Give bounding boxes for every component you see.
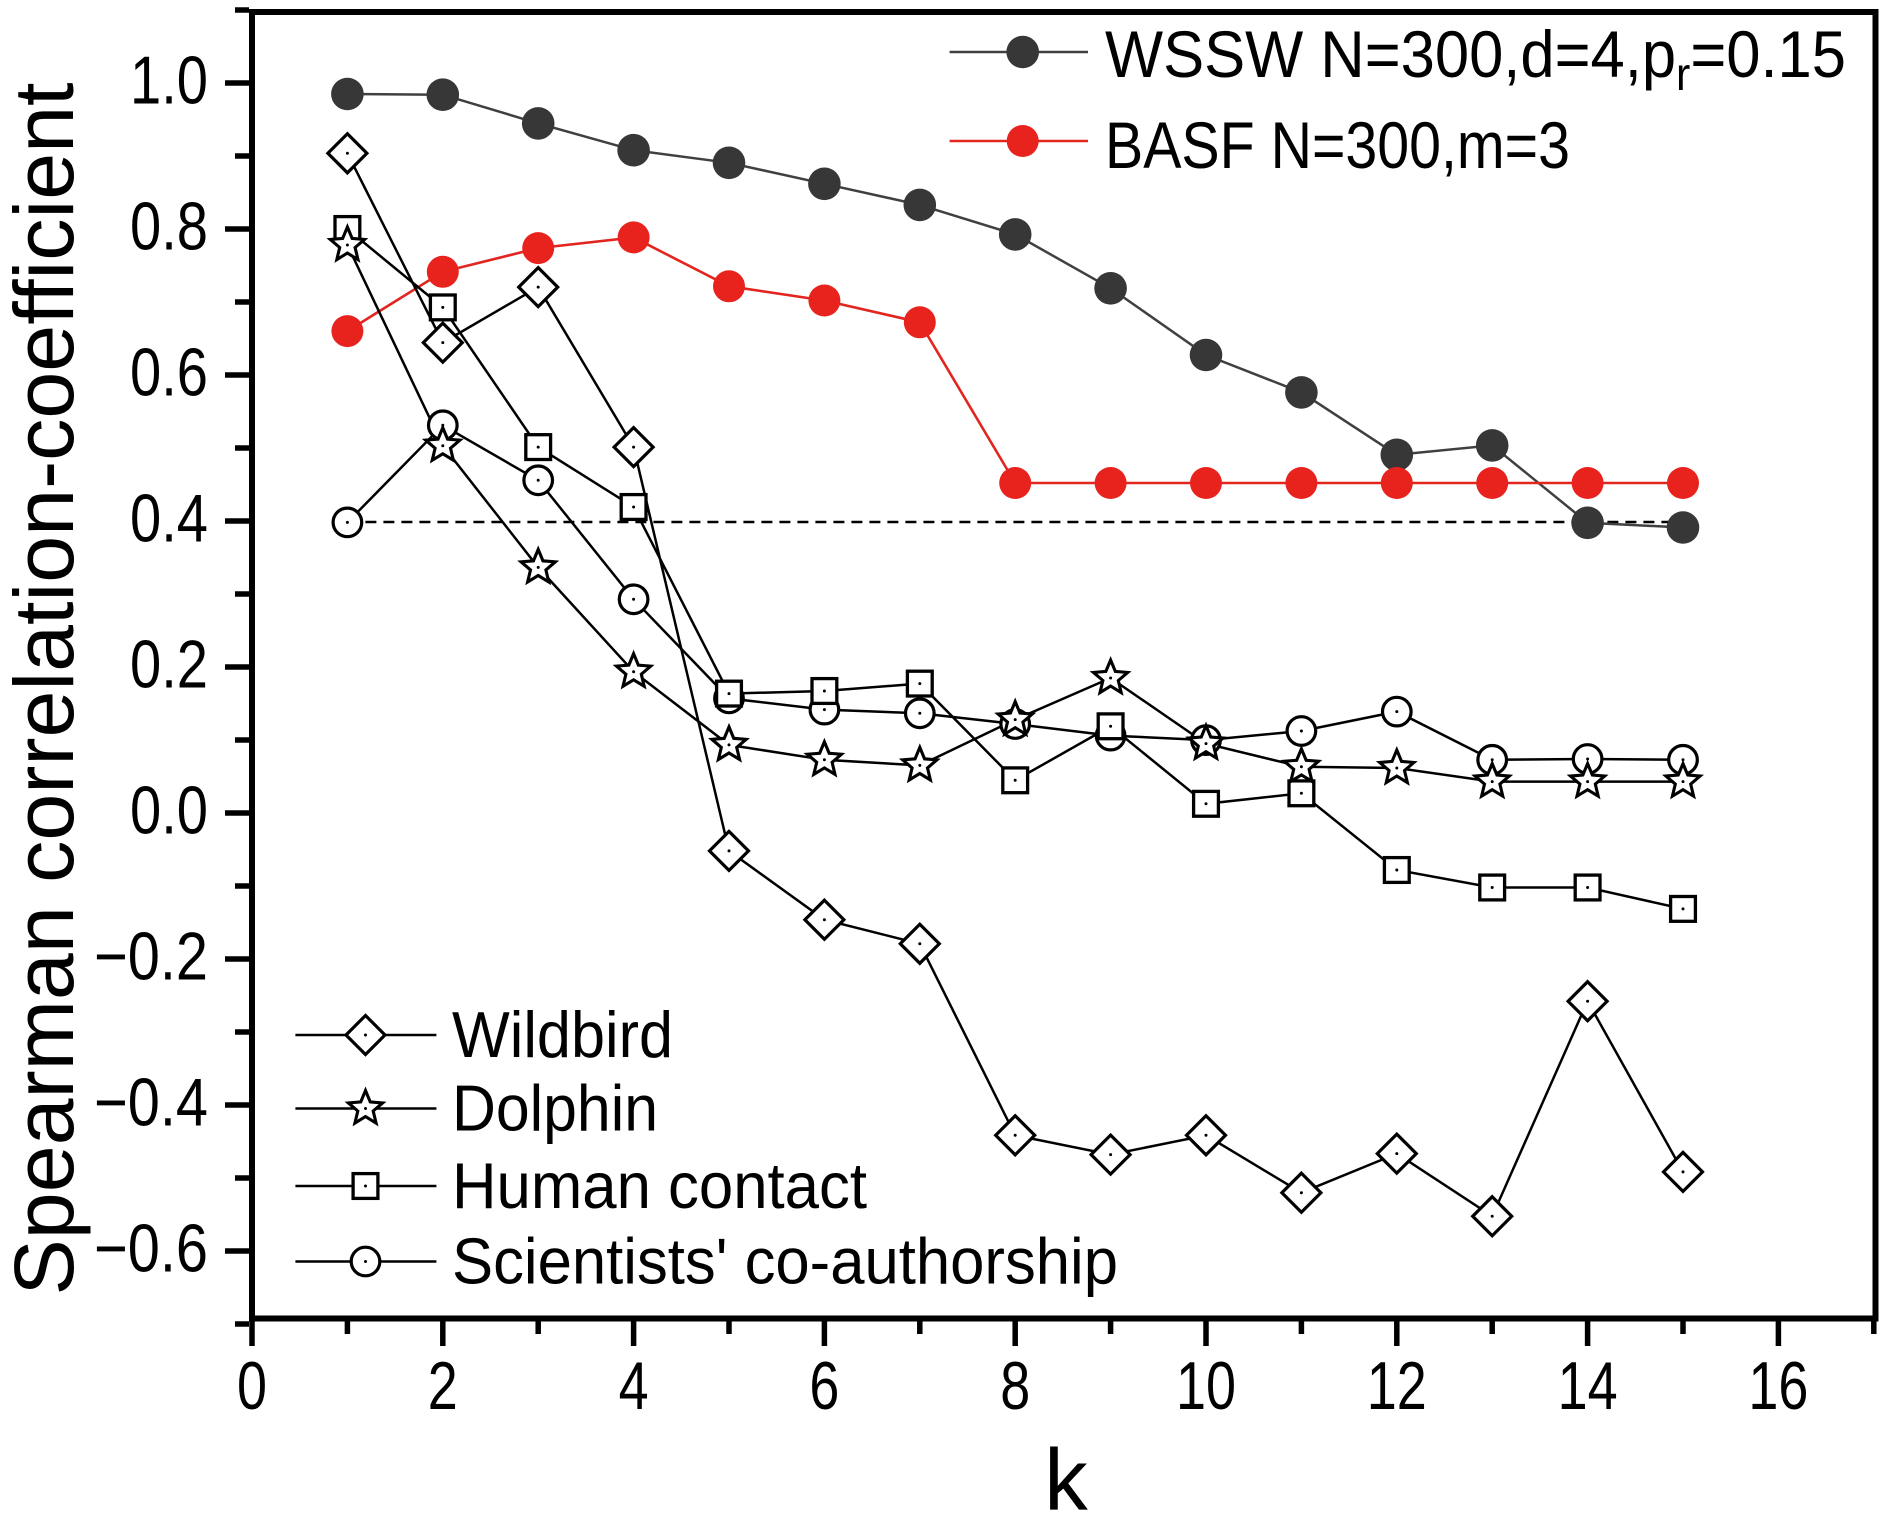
svg-text:BASF N=300,m=3: BASF N=300,m=3 (1105, 108, 1570, 182)
svg-text:Scientists' co-authorship: Scientists' co-authorship (452, 1225, 1118, 1298)
svg-text:k: k (1044, 1432, 1088, 1520)
svg-text:4: 4 (619, 1348, 649, 1424)
svg-text:14: 14 (1558, 1348, 1618, 1424)
svg-text:0.8: 0.8 (130, 189, 208, 265)
svg-text:Human contact: Human contact (452, 1149, 867, 1222)
svg-text:−0.6: −0.6 (94, 1211, 208, 1287)
svg-text:6: 6 (809, 1348, 839, 1424)
svg-text:2: 2 (428, 1348, 458, 1424)
svg-text:16: 16 (1748, 1348, 1808, 1424)
svg-text:10: 10 (1176, 1348, 1236, 1424)
svg-text:0.4: 0.4 (130, 481, 208, 557)
svg-text:−0.4: −0.4 (94, 1065, 208, 1141)
svg-text:12: 12 (1367, 1348, 1427, 1424)
svg-text:0: 0 (237, 1348, 267, 1424)
svg-text:Wildbird: Wildbird (452, 998, 673, 1071)
svg-text:0.2: 0.2 (130, 627, 208, 703)
svg-text:8: 8 (1000, 1348, 1030, 1424)
svg-text:0.6: 0.6 (130, 335, 208, 411)
svg-text:WSSW N=300,d=4,pr=0.15: WSSW N=300,d=4,pr=0.15 (1105, 17, 1846, 100)
svg-text:1.0: 1.0 (130, 43, 208, 119)
svg-text:−0.2: −0.2 (94, 919, 208, 995)
svg-text:Dolphin: Dolphin (452, 1072, 658, 1145)
svg-text:0.0: 0.0 (130, 773, 208, 849)
svg-text:Spearman correlation-coefficie: Spearman correlation-coefficient (0, 83, 91, 1296)
